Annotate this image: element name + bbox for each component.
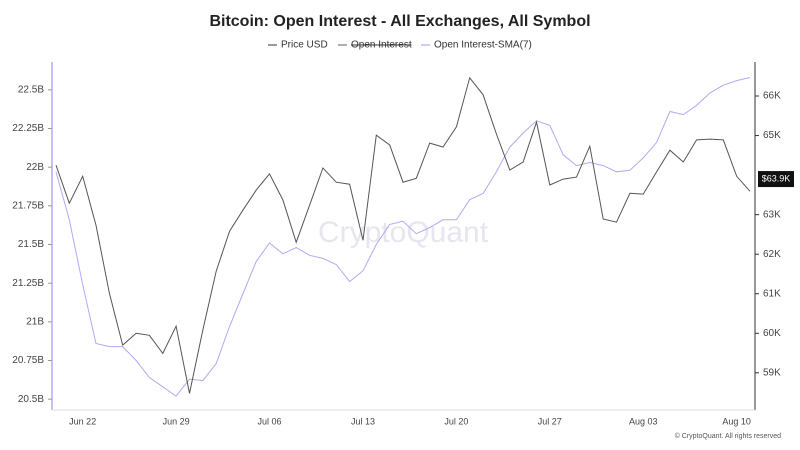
legend-item: Price USD [268,40,328,51]
y-tick-label: 22.25B [12,123,44,134]
x-tick-label: Jun 22 [69,416,96,426]
y2-tick-label: 63K [763,209,781,220]
x-tick-label: Jul 13 [351,416,375,426]
x-tick-label: Aug 10 [722,416,751,426]
y-tick-label: 22B [26,162,44,173]
x-tick-label: Jul 27 [538,416,562,426]
y2-tick-label: 65K [763,130,781,141]
x-tick-label: Jun 29 [163,416,190,426]
y2-tick-label: 66K [763,91,781,102]
y2-tick-label: 59K [763,367,781,378]
series-line [55,76,751,394]
y-tick-label: 21B [26,316,44,327]
footer: © CryptoQuant. All rights reserved [675,432,781,440]
y-tick-label: 20.5B [18,394,44,405]
current-price-box [758,171,794,188]
y-tick-label: 20.75B [12,355,44,366]
y-tick-label: 21.25B [12,278,44,289]
y2-tick-label: 62K [763,249,781,260]
legend-label[interactable]: Open Interest-SMA(7) [434,40,532,51]
y-tick-label: 21.5B [18,239,44,250]
y2-tick-label: 60K [763,328,781,339]
legend-item: Open Interest-SMA(7) [421,40,532,51]
legend-item: Open Interest [338,40,412,51]
y-tick-label: 21.75B [12,200,44,211]
x-tick-label: Jul 06 [258,416,282,426]
legend-label[interactable]: Open Interest [351,40,412,51]
x-tick-label: Jul 20 [444,416,468,426]
chart-title: Bitcoin: Open Interest - All Exchanges, … [209,13,590,30]
current-price-label: $63.9K [762,173,791,183]
watermark: CryptoQuant [318,216,489,249]
y2-tick-label: 61K [763,288,781,299]
x-tick-label: Aug 03 [629,416,658,426]
series-line [55,77,751,397]
legend-label[interactable]: Price USD [281,40,328,51]
y-tick-label: 22.5B [18,84,44,95]
